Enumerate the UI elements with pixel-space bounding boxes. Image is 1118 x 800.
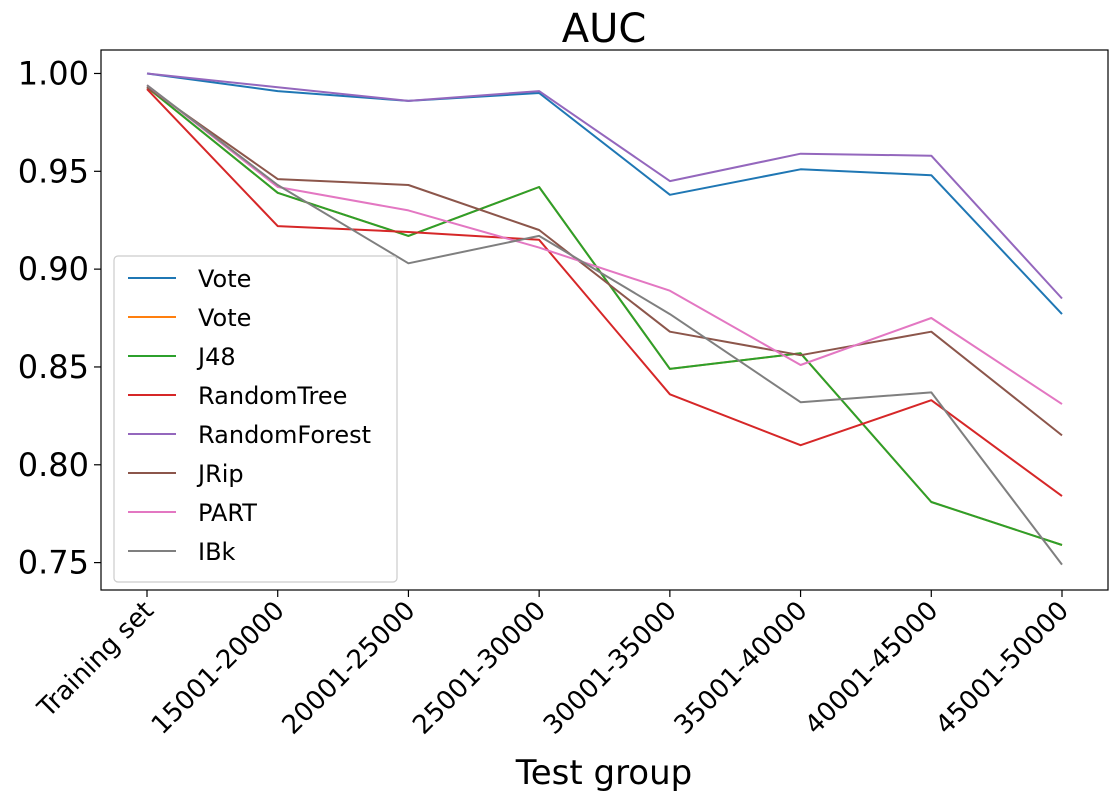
- x-tick-label: 25001-30000: [407, 596, 552, 741]
- series-line-part: [146, 84, 1063, 405]
- y-tick-label: 0.80: [18, 446, 89, 484]
- legend-entry: PART: [198, 499, 257, 527]
- chart-title: AUC: [562, 6, 647, 52]
- y-tick-label: 0.95: [18, 152, 89, 190]
- x-tick-label: 35001-40000: [669, 596, 814, 741]
- y-tick-label: 1.00: [18, 54, 89, 92]
- x-axis: Training set15001-2000020001-2500025001-…: [32, 590, 1075, 741]
- x-tick-label: 15001-20000: [146, 596, 291, 741]
- x-tick-label: 30001-35000: [538, 596, 683, 741]
- series-line-j48: [146, 86, 1063, 546]
- legend-entry: RandomForest: [198, 421, 371, 449]
- legend: Vote Vote J48 RandomTree RandomForest JRip PAR…: [113, 255, 398, 583]
- x-tick-label: 45001-50000: [930, 596, 1075, 741]
- series-line-jrip: [146, 86, 1063, 437]
- x-tick-label: 20001-25000: [277, 596, 422, 741]
- legend-box: [113, 255, 398, 583]
- series-line-randomforest: [146, 72, 1063, 300]
- series-line-vote: [146, 72, 1063, 315]
- plot-area-frame: [100, 49, 1109, 591]
- legend-entry: J48: [196, 343, 236, 371]
- y-tick-label: 0.75: [18, 544, 89, 582]
- legend-entry: Vote: [198, 265, 251, 293]
- legend-entry: Vote: [198, 304, 251, 332]
- series-lines: [146, 72, 1063, 566]
- legend-entry: JRip: [196, 460, 244, 488]
- series-line-randomtree: [146, 88, 1063, 497]
- legend-entry: IBk: [198, 538, 236, 566]
- series-line-ibk: [146, 84, 1063, 566]
- y-tick-label: 0.90: [18, 250, 89, 288]
- x-axis-label: Test group: [515, 753, 693, 793]
- legend-entry: RandomTree: [198, 382, 347, 410]
- x-tick-label: 40001-45000: [799, 596, 944, 741]
- y-axis: 0.75 0.80 0.85 0.90 0.95 1.00: [18, 54, 101, 582]
- y-tick-label: 0.85: [18, 348, 89, 386]
- x-tick-label: Training set: [32, 596, 160, 724]
